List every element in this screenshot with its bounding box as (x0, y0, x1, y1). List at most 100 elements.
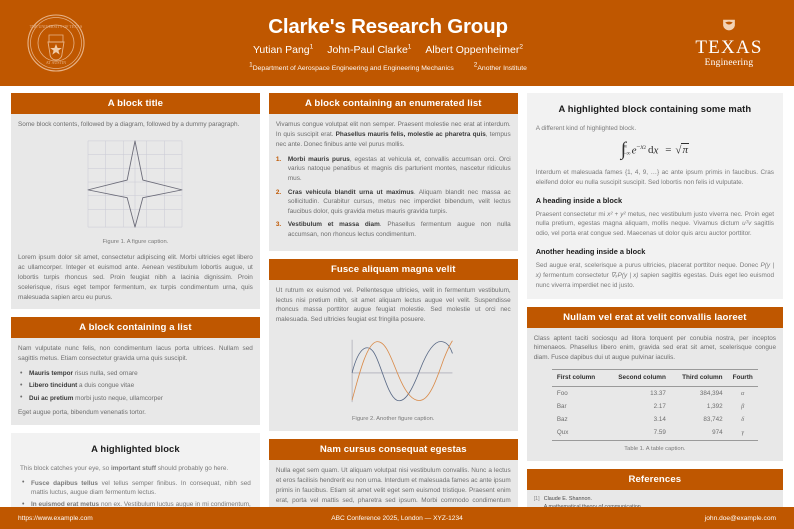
figure-caption: Figure 1. A figure caption. (102, 238, 169, 245)
block-intro-text: Class aptent taciti sociosqu ad litora t… (533, 334, 776, 362)
page-title: Clarke's Research Group (268, 14, 508, 38)
inline-heading: Another heading inside a block (535, 247, 646, 257)
table-column-header: Fourth (727, 369, 758, 388)
list-item: Vestibulum et massa diam. Phasellus ferm… (276, 220, 511, 239)
author-item: Yutian Pang1 (252, 43, 314, 56)
table-row: Foo 13.37 384,394 α (552, 387, 758, 400)
longhorn-shield-icon (723, 19, 735, 31)
gaussian-integral-equation: ∫∞ −∞e−x2 dx = √π (620, 139, 689, 161)
table-cell: 3.14 (653, 415, 666, 423)
ut-austin-seal-icon: THE UNIVERSITY OF TEXAS AT AUSTIN (26, 13, 86, 73)
table-header-row: First column Second column Third column … (551, 369, 758, 388)
table-cell: δ (741, 415, 745, 423)
table-cell: 7.59 (606, 426, 671, 442)
block-outro-text: Eget augue porta, bibendum venenatis tor… (18, 409, 146, 417)
column-2: A block containing an enumerated list Vi… (268, 93, 518, 529)
reference-author: Claude E. Shannon. (543, 496, 592, 503)
footer-email[interactable]: john.doe@example.com (704, 514, 776, 522)
affiliation-list: 1Department of Aerospace Engineering and… (86, 61, 690, 73)
author-item: John-Paul Clarke1 (327, 43, 412, 56)
list-item: Dui ac pretium morbi justo neque, ullamc… (20, 393, 253, 403)
poster-columns: A block title Some block contents, follo… (0, 86, 794, 529)
table-cell: α (741, 389, 745, 397)
list-item: Fusce dapibus tellus vel tellus semper f… (22, 478, 251, 498)
affiliation-item: 2Another Institute (473, 61, 527, 72)
block-a-block-containing-a-list: A block containing a list Nam vulputate … (11, 317, 260, 426)
table-cell: β (741, 402, 745, 410)
block-intro-text: This block catches your eye, so importan… (20, 464, 229, 472)
reference-number: [1] (533, 496, 540, 503)
table-cell: 1,392 (706, 402, 723, 410)
table-cell: 83,742 (703, 415, 723, 423)
list-item: Cras vehicula blandit urna ut maximus. A… (276, 188, 511, 215)
table-cell: Foo (556, 389, 568, 397)
column-3: A highlighted block containing some math… (526, 93, 783, 529)
list-item: Libero tincidunt a duis congue vitae (20, 381, 253, 391)
block-content: Vivamus congue volutpat elit non semper.… (268, 114, 518, 251)
table-row: Bar 2.17 1,392 β (552, 400, 758, 413)
block-intro-text: Vivamus congue volutpat elit non semper.… (275, 121, 511, 148)
block-a-block-title: A block title Some block contents, follo… (11, 93, 260, 310)
inline-math: uᵀv (742, 220, 752, 228)
block-paragraph: Ut rutrum ex euismod vel. Pellentesque u… (275, 286, 511, 324)
table-row: Qux 7.59 974 γ (551, 426, 758, 442)
block-heading: Fusce aliquam magna velit (268, 258, 518, 280)
table-cell: 974 (670, 426, 728, 442)
figure-2: Figure 2. Another figure caption. (276, 330, 511, 424)
inline-heading: A heading inside a block (535, 196, 623, 206)
column-1: A block title Some block contents, follo… (11, 93, 260, 529)
block-paragraph: Sed augue erat, scelerisque a purus ultr… (535, 261, 774, 289)
block-heading: Nam cursus consequat egestas (268, 439, 518, 461)
block-heading: A block containing an enumerated list (268, 93, 518, 114)
table-cell: 384,394 (699, 389, 723, 397)
texas-engineering-logo: TEXAS Engineering (690, 18, 768, 68)
author-item: Albert Oppenheimer2 (425, 43, 524, 56)
table-cell: Bar (556, 402, 567, 410)
sine-wave-plot (351, 340, 454, 403)
poster-header: THE UNIVERSITY OF TEXAS AT AUSTIN Clarke… (0, 0, 794, 86)
block-nullam-vel-erat: Nullam vel erat at velit convallis laore… (526, 306, 783, 462)
block-content: A highlighted block containing some math… (526, 93, 783, 299)
table-cell: Qux (551, 426, 607, 442)
bulleted-list: Mauris tempor risus nulla, sed ornare Li… (20, 369, 253, 403)
svg-text:THE UNIVERSITY OF TEXAS: THE UNIVERSITY OF TEXAS (30, 24, 83, 29)
block-highlighted-math: A highlighted block containing some math… (526, 93, 783, 299)
block-heading: A block title (11, 93, 260, 114)
table-caption: Table 1. A table caption. (624, 446, 686, 453)
table-column-header: Third column (670, 369, 728, 388)
inline-math: ∇ₓP(y | x) (610, 271, 639, 279)
author-list: Yutian Pang1 John-Paul Clarke1 Albert Oppe… (86, 43, 690, 57)
list-item: Mauris tempor risus nulla, sed ornare (20, 369, 253, 379)
table-cell: 13.37 (650, 389, 666, 397)
block-intro-text: Some block contents, followed by a diagr… (18, 121, 240, 128)
block-content: Class aptent taciti sociosqu ad litora t… (526, 327, 783, 462)
block-paragraph: Interdum et malesuada fames {1, 4, 9, …}… (535, 169, 774, 187)
table-cell: 2.17 (653, 402, 666, 410)
texas-sub-wordmark: Engineering (704, 58, 754, 68)
table-column-header: First column (551, 369, 607, 388)
block-content: Some block contents, followed by a diagr… (11, 114, 260, 310)
enumerated-list: Morbi mauris purus, egestas at vehicula … (276, 155, 511, 240)
block-paragraph: Lorem ipsum dolor sit amet, consectetur … (18, 253, 253, 301)
inline-math: P(y | x) (535, 261, 774, 279)
star-polygon-diagram (87, 140, 183, 228)
block-fusce-aliquam-magna-velit: Fusce aliquam magna velit Ut rutrum ex e… (268, 258, 518, 432)
table-cell: γ (727, 426, 758, 442)
footer-url[interactable]: https://www.example.com (18, 514, 93, 522)
block-heading: A block containing a list (11, 317, 260, 339)
svg-text:AT AUSTIN: AT AUSTIN (46, 60, 66, 65)
texas-wordmark: TEXAS (695, 37, 763, 58)
poster-footer: https://www.example.com ABC Conference 2… (0, 507, 794, 529)
block-content: Ut rutrum ex euismod vel. Pellentesque u… (268, 279, 518, 432)
data-table: First column Second column Third column … (551, 369, 758, 442)
figure-1: Figure 1. A figure caption. (18, 135, 253, 247)
block-intro-text: Nam vulputate nunc felis, non condimentu… (18, 345, 253, 363)
block-enumerated-list: A block containing an enumerated list Vi… (268, 93, 518, 251)
block-heading: References (526, 469, 783, 491)
table-cell: Baz (556, 415, 568, 423)
block-heading: Nullam vel erat at velit convallis laore… (526, 306, 783, 328)
inline-math: x² + y² (607, 210, 626, 218)
block-heading: A highlighted block (91, 443, 180, 455)
block-intro-text: A different kind of highlighted block. (535, 124, 637, 132)
